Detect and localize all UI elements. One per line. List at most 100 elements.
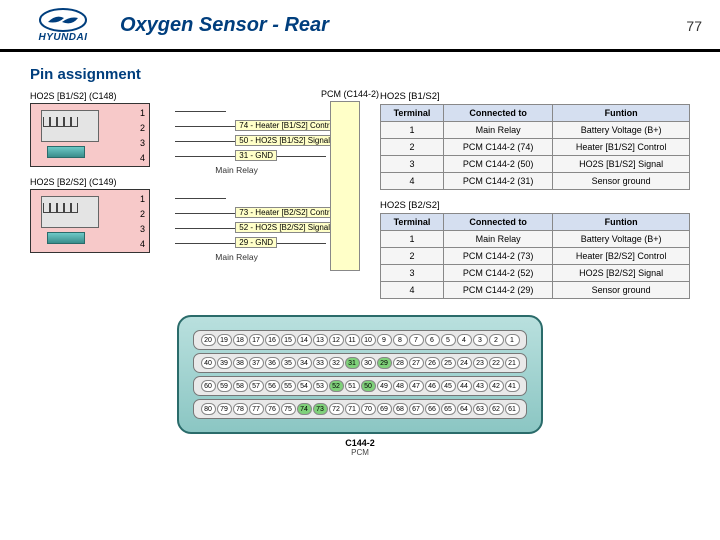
table-cell: Battery Voltage (B+) — [553, 122, 690, 139]
pcm-box — [330, 101, 360, 271]
page-header: HYUNDAI Oxygen Sensor - Rear 77 — [0, 0, 720, 52]
pin-number: 2 — [140, 123, 145, 133]
pin-number: 3 — [140, 224, 145, 234]
table-cell: PCM C144-2 (29) — [443, 282, 552, 299]
pin-cell: 80 — [201, 403, 216, 415]
pin-number: 4 — [140, 239, 145, 249]
pcm-pinout: 1234567891011121314151617181920212223242… — [0, 315, 720, 457]
pin-cell: 73 — [313, 403, 328, 415]
table-header: Connected to — [443, 105, 552, 122]
table-cell: Sensor ground — [553, 173, 690, 190]
pin-cell: 2 — [489, 334, 504, 346]
pin-cell: 61 — [505, 403, 520, 415]
table-cell: 3 — [381, 156, 444, 173]
table-header: Terminal — [381, 105, 444, 122]
pin-cell: 20 — [201, 334, 216, 346]
pcm-connector-sublabel: PCM — [0, 448, 720, 457]
pin-cell: 49 — [377, 380, 392, 392]
pin-cell: 33 — [313, 357, 328, 369]
page-number: 77 — [686, 18, 702, 34]
pin-cell: 16 — [265, 334, 280, 346]
pin-cell: 17 — [249, 334, 264, 346]
table-cell: HO2S [B1/S2] Signal — [553, 156, 690, 173]
pin-cell: 38 — [233, 357, 248, 369]
table-row: 3PCM C144-2 (50)HO2S [B1/S2] Signal — [381, 156, 690, 173]
table-cell: PCM C144-2 (52) — [443, 265, 552, 282]
wire — [175, 111, 226, 112]
pin-cell: 23 — [473, 357, 488, 369]
tables-column: HO2S [B1/S2]TerminalConnected toFuntion1… — [380, 91, 690, 309]
table-title: HO2S [B1/S2] — [380, 91, 690, 102]
pin-number: 4 — [140, 153, 145, 163]
pin-cell: 78 — [233, 403, 248, 415]
table-cell: 4 — [381, 173, 444, 190]
table-cell: 1 — [381, 122, 444, 139]
table-cell: Sensor ground — [553, 282, 690, 299]
table-cell: 4 — [381, 282, 444, 299]
pin-cell: 19 — [217, 334, 232, 346]
pin-cell: 67 — [409, 403, 424, 415]
brand-text: HYUNDAI — [38, 32, 87, 43]
pin-cell: 72 — [329, 403, 344, 415]
pin-cell: 31 — [345, 357, 360, 369]
connector-box: 1 2 3 4 — [30, 189, 150, 253]
pin-cell: 57 — [249, 380, 264, 392]
pin-number: 2 — [140, 209, 145, 219]
pin-cell: 32 — [329, 357, 344, 369]
table-cell: PCM C144-2 (31) — [443, 173, 552, 190]
pcm-column: PCM (C144-2) — [330, 91, 360, 309]
pin-cell: 65 — [441, 403, 456, 415]
pin-cell: 10 — [361, 334, 376, 346]
pin-cell: 6 — [425, 334, 440, 346]
pin-number: 1 — [140, 108, 145, 118]
pin-cell: 4 — [457, 334, 472, 346]
connector-row: 1234567891011121314151617181920 — [193, 330, 527, 350]
table-cell: Battery Voltage (B+) — [553, 231, 690, 248]
pin-cell: 21 — [505, 357, 520, 369]
pin-cell: 3 — [473, 334, 488, 346]
table-cell: 2 — [381, 139, 444, 156]
pin-cell: 50 — [361, 380, 376, 392]
pin-cell: 8 — [393, 334, 408, 346]
pin-cell: 75 — [281, 403, 296, 415]
pin-cell: 46 — [425, 380, 440, 392]
table-row: 1Main RelayBattery Voltage (B+) — [381, 231, 690, 248]
table-row: 4PCM C144-2 (31)Sensor ground — [381, 173, 690, 190]
pin-cell: 7 — [409, 334, 424, 346]
connector-row: 4142434445464748495051525354555657585960 — [193, 376, 527, 396]
pin-cell: 66 — [425, 403, 440, 415]
pcm-connector-label: C144-2 — [0, 438, 720, 448]
table-row: 4PCM C144-2 (29)Sensor ground — [381, 282, 690, 299]
pin-cell: 70 — [361, 403, 376, 415]
wire-label: 73 - Heater [B2/S2] Control — [235, 207, 340, 218]
wire-group: 73 - Heater [B2/S2] Control52 - HO2S [B2… — [175, 192, 326, 256]
table-cell: Main Relay — [443, 122, 552, 139]
pin-cell: 59 — [217, 380, 232, 392]
pin-cell: 51 — [345, 380, 360, 392]
pin-cell: 41 — [505, 380, 520, 392]
table-cell: HO2S [B2/S2] Signal — [553, 265, 690, 282]
pcm-label: PCM (C144-2) — [300, 89, 400, 99]
pin-cell: 43 — [473, 380, 488, 392]
pin-cell: 28 — [393, 357, 408, 369]
table-cell: Main Relay — [443, 231, 552, 248]
pin-cell: 25 — [441, 357, 456, 369]
pin-cell: 39 — [217, 357, 232, 369]
pin-cell: 60 — [201, 380, 216, 392]
wire-group: 74 - Heater [B1/S2] Control50 - HO2S [B1… — [175, 105, 326, 169]
connector-box: 1 2 3 4 — [30, 103, 150, 167]
pin-cell: 34 — [297, 357, 312, 369]
pin-number: 1 — [140, 194, 145, 204]
pin-cell: 52 — [329, 380, 344, 392]
pin-cell: 74 — [297, 403, 312, 415]
pin-cell: 29 — [377, 357, 392, 369]
main-relay-label: Main Relay — [215, 165, 258, 175]
wire — [175, 198, 226, 199]
table-cell: 3 — [381, 265, 444, 282]
pin-cell: 45 — [441, 380, 456, 392]
table-header: Funtion — [553, 214, 690, 231]
table-header: Connected to — [443, 214, 552, 231]
pin-cell: 35 — [281, 357, 296, 369]
wire-label: 52 - HO2S [B2/S2] Signal — [235, 222, 334, 233]
pin-number: 3 — [140, 138, 145, 148]
